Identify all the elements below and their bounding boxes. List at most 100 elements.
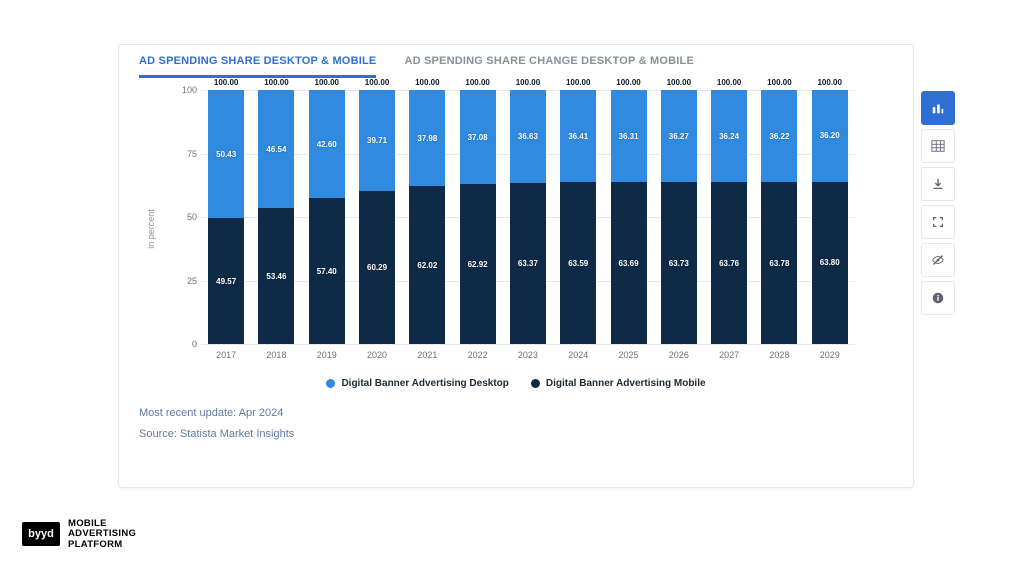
table-button[interactable] <box>921 129 955 163</box>
plot-area: 0255075100100.0050.4349.572017100.0046.5… <box>201 90 855 344</box>
segment-value: 39.71 <box>367 136 387 145</box>
eye-off-button[interactable] <box>921 243 955 277</box>
total-label: 100.00 <box>406 78 448 87</box>
total-label: 100.00 <box>557 78 599 87</box>
total-label: 100.00 <box>356 78 398 87</box>
total-label: 100.00 <box>507 78 549 87</box>
y-axis-label: in percent <box>146 209 156 249</box>
bar-segment-desktop: 36.31 <box>611 90 647 182</box>
bar-segment-desktop: 36.63 <box>510 90 546 183</box>
legend-swatch <box>531 379 540 388</box>
tab-share[interactable]: AD SPENDING SHARE DESKTOP & MOBILE <box>139 55 376 78</box>
segment-value: 60.29 <box>367 263 387 272</box>
tab-change[interactable]: AD SPENDING SHARE CHANGE DESKTOP & MOBIL… <box>404 55 694 78</box>
segment-value: 36.41 <box>568 132 588 141</box>
x-tick: 2023 <box>507 350 549 360</box>
table-icon <box>931 139 945 153</box>
total-label: 100.00 <box>306 78 348 87</box>
chart: in percent 0255075100100.0050.4349.57201… <box>177 90 855 368</box>
bar-column: 100.0042.6057.402019 <box>306 90 348 344</box>
bar-column: 100.0036.2063.802029 <box>809 90 851 344</box>
x-tick: 2020 <box>356 350 398 360</box>
y-tick: 25 <box>179 276 197 286</box>
segment-value: 36.27 <box>669 132 689 141</box>
total-label: 100.00 <box>758 78 800 87</box>
expand-button[interactable] <box>921 205 955 239</box>
segment-value: 63.69 <box>619 259 639 268</box>
y-tick: 50 <box>179 212 197 222</box>
total-label: 100.00 <box>205 78 247 87</box>
info-icon <box>931 291 945 305</box>
bar-segment-desktop: 39.71 <box>359 90 395 191</box>
bar-segment-desktop: 50.43 <box>208 90 244 218</box>
legend-item: Digital Banner Advertising Desktop <box>326 378 508 389</box>
segment-value: 36.63 <box>518 132 538 141</box>
bar-column: 100.0036.2263.782028 <box>758 90 800 344</box>
bar-segment-desktop: 46.54 <box>258 90 294 208</box>
bars: 100.0050.4349.572017100.0046.5453.462018… <box>201 90 855 344</box>
download-button[interactable] <box>921 167 955 201</box>
x-tick: 2022 <box>457 350 499 360</box>
info-button[interactable] <box>921 281 955 315</box>
segment-value: 53.46 <box>266 272 286 281</box>
legend-label: Digital Banner Advertising Mobile <box>546 378 706 389</box>
meta: Most recent update: Apr 2024 Source: Sta… <box>119 389 913 445</box>
gridline <box>201 344 855 345</box>
bar-segment-desktop: 36.24 <box>711 90 747 182</box>
segment-value: 63.73 <box>669 259 689 268</box>
bar-chart-button[interactable] <box>921 91 955 125</box>
bar-segment-mobile: 63.59 <box>560 182 596 344</box>
segment-value: 42.60 <box>317 140 337 149</box>
bar-column: 100.0050.4349.572017 <box>205 90 247 344</box>
segment-value: 63.78 <box>769 259 789 268</box>
segment-value: 36.24 <box>719 132 739 141</box>
bar-segment-mobile: 57.40 <box>309 198 345 344</box>
x-tick: 2027 <box>708 350 750 360</box>
bar-segment-mobile: 63.69 <box>611 182 647 344</box>
y-tick: 0 <box>179 339 197 349</box>
segment-value: 50.43 <box>216 150 236 159</box>
bar-column: 100.0039.7160.292020 <box>356 90 398 344</box>
x-tick: 2019 <box>306 350 348 360</box>
bar-column: 100.0036.4163.592024 <box>557 90 599 344</box>
bar-segment-desktop: 36.41 <box>560 90 596 182</box>
segment-value: 46.54 <box>266 145 286 154</box>
x-tick: 2024 <box>557 350 599 360</box>
eye-off-icon <box>931 253 945 267</box>
bar-segment-mobile: 60.29 <box>359 191 395 344</box>
y-tick: 100 <box>179 85 197 95</box>
x-tick: 2018 <box>255 350 297 360</box>
total-label: 100.00 <box>708 78 750 87</box>
legend-label: Digital Banner Advertising Desktop <box>341 378 508 389</box>
bar-segment-desktop: 36.22 <box>761 90 797 182</box>
bar-segment-desktop: 36.20 <box>812 90 848 182</box>
total-label: 100.00 <box>658 78 700 87</box>
segment-value: 63.76 <box>719 259 739 268</box>
x-tick: 2017 <box>205 350 247 360</box>
bar-segment-mobile: 62.02 <box>409 186 445 344</box>
segment-value: 63.59 <box>568 259 588 268</box>
x-tick: 2021 <box>406 350 448 360</box>
x-tick: 2028 <box>758 350 800 360</box>
bar-chart-icon <box>931 101 945 115</box>
segment-value: 62.92 <box>468 260 488 269</box>
chart-card: AD SPENDING SHARE DESKTOP & MOBILE AD SP… <box>118 44 914 488</box>
expand-icon <box>931 215 945 229</box>
segment-value: 36.20 <box>820 131 840 140</box>
bar-column: 100.0036.2463.762027 <box>708 90 750 344</box>
brand-line3: PLATFORM <box>68 540 136 550</box>
segment-value: 63.80 <box>820 258 840 267</box>
bar-column: 100.0036.6363.372023 <box>507 90 549 344</box>
bar-segment-desktop: 42.60 <box>309 90 345 198</box>
brand-logo: byyd <box>22 522 60 546</box>
segment-value: 62.02 <box>417 261 437 270</box>
tabs: AD SPENDING SHARE DESKTOP & MOBILE AD SP… <box>119 45 913 78</box>
legend: Digital Banner Advertising Desktop Digita… <box>119 378 913 389</box>
y-tick: 75 <box>179 149 197 159</box>
segment-value: 37.08 <box>468 133 488 142</box>
bar-segment-desktop: 37.08 <box>460 90 496 184</box>
bar-segment-mobile: 63.76 <box>711 182 747 344</box>
bar-column: 100.0046.5453.462018 <box>255 90 297 344</box>
bar-segment-mobile: 63.37 <box>510 183 546 344</box>
bar-segment-mobile: 63.78 <box>761 182 797 344</box>
